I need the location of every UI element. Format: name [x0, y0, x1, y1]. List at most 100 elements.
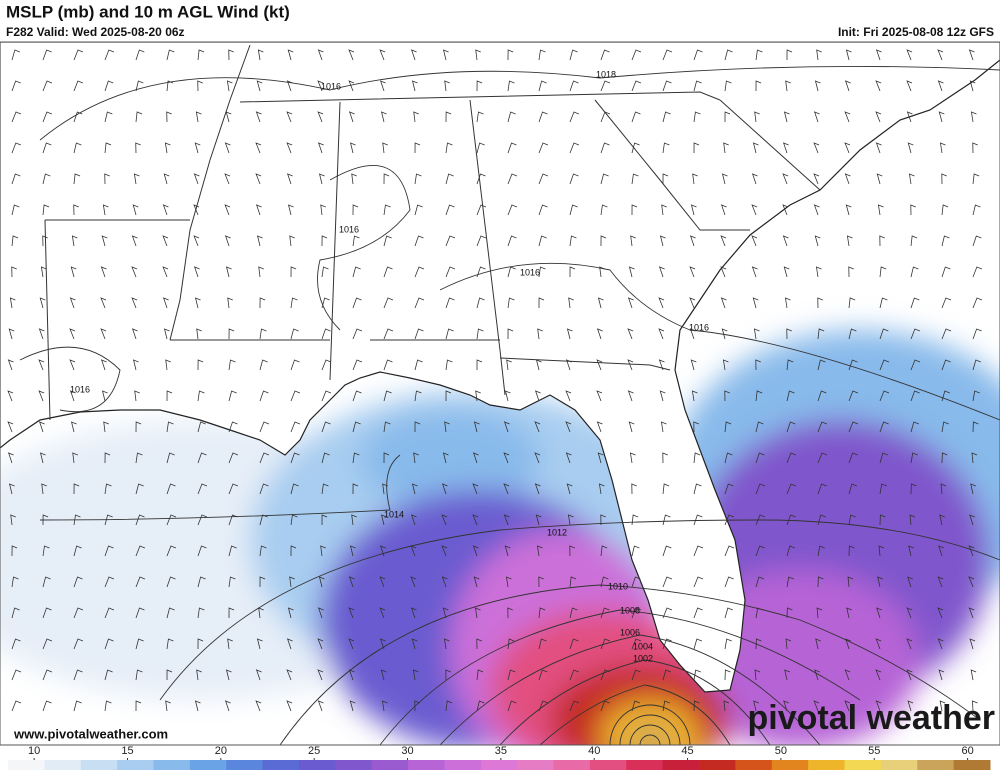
wind-barb	[569, 638, 579, 650]
colorbar-tick-label: 15	[121, 745, 133, 757]
wind-barb	[321, 390, 332, 402]
land	[0, 42, 1000, 693]
wind-barb	[783, 111, 790, 123]
wind-barb	[846, 235, 853, 247]
wind-barb	[73, 142, 82, 154]
wind-barb	[255, 700, 262, 712]
wind-barb	[910, 297, 920, 309]
wind-barb	[724, 514, 735, 526]
wind-barb	[724, 49, 733, 61]
wind-barb	[721, 328, 728, 340]
wind-barb	[875, 700, 882, 712]
wind-barb	[352, 359, 363, 371]
wind-barb	[755, 545, 765, 557]
wind-barb	[720, 235, 727, 247]
wind-barb	[566, 328, 573, 340]
wind-barb	[11, 266, 17, 278]
wind-barb	[414, 328, 424, 340]
wind-barb	[503, 514, 510, 526]
wind-barb	[754, 669, 761, 681]
wind-barb	[166, 669, 173, 681]
wind-barb	[193, 266, 200, 278]
wind-barb	[536, 545, 543, 557]
wind-barb	[538, 607, 546, 619]
wind-barb	[349, 142, 356, 154]
wind-barb	[596, 390, 603, 402]
wind-barb	[596, 328, 603, 340]
wind-barb	[969, 638, 976, 650]
wind-barb	[879, 483, 887, 495]
wind-barb	[755, 390, 763, 402]
wind-barb	[813, 142, 820, 154]
wind-barb	[255, 142, 262, 154]
wind-barb	[538, 235, 547, 247]
wind-barb	[786, 328, 792, 340]
wind-barb	[166, 545, 177, 557]
wind-barb	[73, 669, 83, 681]
wind-barb	[197, 576, 206, 588]
wind-barb	[413, 111, 419, 123]
wind-barb	[38, 359, 45, 371]
wind-barb	[941, 359, 951, 371]
wind-barb	[227, 638, 233, 650]
wind-barb	[693, 111, 701, 123]
wind-barb	[410, 545, 417, 557]
wind-barb	[662, 700, 670, 712]
wind-barb	[38, 421, 45, 433]
wind-barb	[320, 545, 326, 557]
isobar-label: 1016	[321, 81, 341, 91]
wind-barb	[631, 700, 640, 712]
wind-barb	[659, 390, 666, 402]
wind-barb	[318, 576, 325, 588]
wind-barb	[228, 576, 236, 588]
wind-barbs	[7, 49, 983, 712]
wind-barb	[166, 421, 174, 433]
wind-barb	[813, 204, 820, 216]
wind-barb	[816, 49, 822, 61]
wind-barb	[906, 669, 913, 681]
wind-barb	[720, 297, 727, 309]
wind-barb	[596, 421, 603, 433]
wind-barb	[631, 142, 640, 154]
wind-barb	[290, 421, 301, 433]
wind-barb	[507, 111, 516, 123]
colorbar-swatch	[808, 760, 846, 770]
wind-barb	[69, 359, 76, 371]
isobar-label: 1008	[620, 605, 640, 615]
wind-barb	[100, 359, 107, 371]
wind-barb	[937, 638, 944, 650]
wind-barb	[662, 142, 670, 154]
wind-barb	[445, 700, 453, 712]
wind-barb	[507, 142, 517, 154]
wind-barb	[941, 173, 947, 185]
wind-barb	[476, 235, 487, 247]
wind-barb	[782, 173, 789, 185]
wind-barb	[569, 700, 580, 712]
wind-barb	[565, 359, 572, 371]
wind-barb	[472, 545, 479, 557]
wind-barb	[73, 483, 80, 495]
wind-barb	[507, 266, 516, 278]
wind-barb	[197, 607, 205, 619]
wind-barb	[196, 328, 202, 340]
wind-barb	[228, 49, 234, 61]
wind-barb	[100, 266, 107, 278]
wind-barb	[848, 514, 856, 526]
colorbar-tick-label: 50	[775, 745, 787, 757]
wind-barb	[383, 266, 393, 278]
wind-barb	[910, 266, 919, 278]
wind-barb	[569, 111, 580, 123]
wind-barb	[317, 111, 324, 123]
wind-barb	[906, 638, 913, 650]
wind-barb	[755, 514, 766, 526]
wind-barb	[910, 390, 920, 402]
wind-barb	[537, 328, 543, 340]
wind-barb	[534, 390, 541, 402]
wind-barb	[290, 328, 299, 340]
wind-barb	[379, 80, 386, 92]
wind-barb	[844, 111, 851, 123]
wind-barb	[445, 359, 453, 371]
wind-barb	[786, 576, 794, 588]
wind-barb	[534, 452, 541, 464]
wind-barb	[751, 204, 758, 216]
